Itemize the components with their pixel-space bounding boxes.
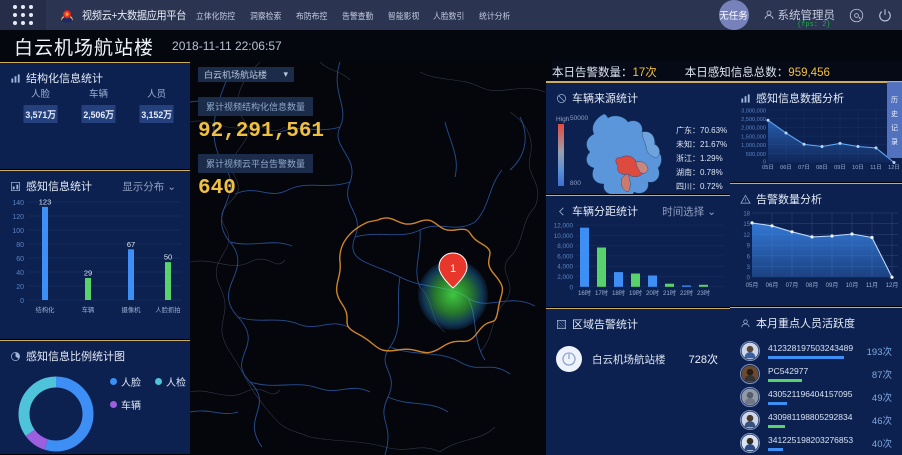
- svg-text:12,000: 12,000: [554, 223, 574, 230]
- svg-text:09月: 09月: [826, 282, 839, 289]
- svg-text:1: 1: [450, 263, 456, 275]
- svg-text:历: 历: [891, 96, 898, 104]
- svg-text:80: 80: [16, 242, 24, 249]
- svg-text:20时: 20时: [646, 289, 659, 297]
- svg-text:08日: 08日: [816, 164, 828, 171]
- svg-text:11月: 11月: [866, 282, 878, 289]
- svg-text:07月: 07月: [786, 282, 799, 289]
- svg-text:15: 15: [743, 222, 750, 228]
- svg-text:11日: 11日: [870, 164, 881, 171]
- svg-text:18: 18: [743, 212, 750, 218]
- svg-text:1,500,000: 1,500,000: [741, 134, 766, 140]
- svg-text:17时: 17时: [595, 289, 608, 297]
- svg-text:67: 67: [127, 240, 135, 249]
- svg-text:1,000,000: 1,000,000: [741, 143, 766, 149]
- svg-text:120: 120: [12, 214, 24, 221]
- svg-text:40: 40: [16, 270, 24, 277]
- svg-text:06日: 06日: [780, 164, 792, 171]
- svg-text:人脸抓拍: 人脸抓拍: [155, 305, 180, 314]
- svg-text:05日: 05日: [762, 164, 774, 171]
- svg-text:05月: 05月: [746, 282, 759, 289]
- svg-text:0: 0: [569, 284, 573, 291]
- svg-text:9: 9: [747, 244, 751, 250]
- svg-text:16时: 16时: [578, 289, 591, 297]
- svg-text:10日: 10日: [852, 164, 864, 171]
- svg-text:2,000: 2,000: [557, 274, 573, 281]
- svg-text:结构化: 结构化: [36, 305, 56, 314]
- svg-text:3,000,000: 3,000,000: [741, 108, 766, 114]
- svg-text:10,000: 10,000: [554, 233, 574, 240]
- svg-text:录: 录: [891, 138, 898, 146]
- svg-text:4,000: 4,000: [557, 264, 573, 271]
- svg-text:12: 12: [743, 233, 750, 239]
- svg-text:19时: 19时: [629, 289, 642, 297]
- svg-text:21时: 21时: [663, 289, 676, 297]
- svg-text:20: 20: [16, 284, 24, 291]
- svg-text:140: 140: [12, 200, 24, 207]
- svg-text:0: 0: [747, 276, 751, 282]
- svg-text:123: 123: [39, 198, 52, 207]
- svg-text:100: 100: [12, 228, 24, 235]
- svg-text:500,000: 500,000: [746, 152, 766, 158]
- svg-text:2,500,000: 2,500,000: [741, 117, 766, 123]
- svg-text:29: 29: [84, 269, 92, 278]
- svg-text:12月: 12月: [886, 282, 899, 289]
- svg-text:50: 50: [164, 253, 172, 262]
- svg-text:18时: 18时: [612, 289, 625, 297]
- svg-text:3: 3: [747, 265, 751, 271]
- svg-text:摄像机: 摄像机: [122, 305, 142, 314]
- svg-text:22时: 22时: [680, 289, 693, 297]
- svg-text:6,000: 6,000: [557, 253, 573, 260]
- svg-text:0: 0: [20, 298, 24, 305]
- svg-text:23时: 23时: [697, 289, 710, 297]
- svg-text:记: 记: [891, 124, 898, 132]
- svg-text:10月: 10月: [846, 282, 859, 289]
- svg-text:8,000: 8,000: [557, 243, 573, 250]
- svg-text:12日: 12日: [888, 164, 900, 171]
- svg-text:2,000,000: 2,000,000: [741, 126, 766, 132]
- svg-text:08月: 08月: [806, 282, 819, 289]
- svg-text:史: 史: [891, 109, 898, 118]
- svg-text:07日: 07日: [798, 164, 810, 171]
- svg-text:6: 6: [747, 254, 751, 260]
- svg-text:06月: 06月: [766, 282, 779, 289]
- svg-text:车辆: 车辆: [82, 305, 95, 314]
- svg-text:09日: 09日: [834, 164, 846, 171]
- svg-text:60: 60: [16, 256, 24, 263]
